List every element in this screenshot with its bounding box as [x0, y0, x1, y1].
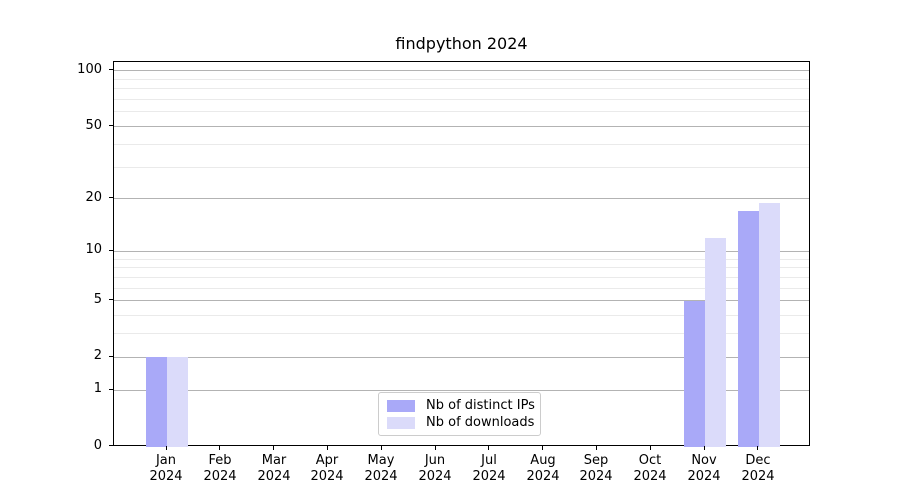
legend-item-distinct-ips: Nb of distinct IPs — [387, 398, 535, 413]
bar-distinct-ips — [737, 211, 759, 447]
y-tick-mark — [109, 445, 113, 446]
y-tick-mark — [109, 299, 113, 300]
bar-distinct-ips — [684, 300, 705, 447]
y-tick-label: 50 — [85, 118, 102, 133]
bar-distinct-ips — [146, 357, 167, 447]
minor-gridline — [114, 267, 809, 268]
x-tick-label-line: Dec — [745, 453, 771, 468]
x-tick-mark — [219, 446, 220, 450]
minor-gridline — [114, 79, 809, 80]
major-gridline — [114, 300, 809, 301]
x-tick-label: Mar 2024 — [244, 453, 304, 485]
legend-label-distinct-ips: Nb of distinct IPs — [426, 398, 535, 413]
x-tick-mark — [273, 446, 274, 450]
x-tick-mark — [327, 446, 328, 450]
y-tick-label: 10 — [85, 242, 102, 257]
x-tick-label-line: Sep — [583, 453, 609, 468]
x-tick-label-line: Jun — [424, 453, 446, 468]
x-tick-mark — [704, 446, 705, 450]
x-tick-label-line: 2024 — [633, 469, 667, 484]
chart-title: findpython 2024 — [395, 34, 528, 53]
minor-gridline — [114, 259, 809, 260]
y-tick-mark — [109, 389, 113, 390]
minor-gridline — [114, 111, 809, 112]
x-tick-label-line: 2024 — [418, 469, 452, 484]
y-tick-mark — [109, 197, 113, 198]
y-tick-label: 100 — [77, 62, 102, 77]
x-tick-label-line: 2024 — [472, 469, 506, 484]
minor-gridline — [114, 88, 809, 89]
minor-gridline — [114, 333, 809, 334]
x-tick-label: Dec 2024 — [728, 453, 788, 485]
x-tick-label: Oct 2024 — [620, 453, 680, 485]
x-tick-label-line: Jul — [481, 453, 497, 468]
y-tick-label: 5 — [93, 292, 102, 307]
y-tick-mark — [109, 356, 113, 357]
x-tick-label-line: 2024 — [257, 469, 291, 484]
y-tick-label: 2 — [93, 348, 102, 363]
x-tick-label-line: 2024 — [149, 469, 183, 484]
x-tick-label-line: 2024 — [310, 469, 344, 484]
x-tick-label: Jun 2024 — [405, 453, 465, 485]
legend-swatch-downloads — [387, 416, 415, 429]
x-tick-label-line: Jan — [155, 453, 177, 468]
x-tick-label: Sep 2024 — [566, 453, 626, 485]
plot-area — [113, 61, 810, 447]
x-tick-label-line: 2024 — [741, 469, 775, 484]
x-tick-label: Jul 2024 — [459, 453, 519, 485]
x-tick-mark — [435, 446, 436, 450]
x-tick-label-line: 2024 — [364, 469, 398, 484]
minor-gridline — [114, 288, 809, 289]
x-tick-label-line: Apr — [315, 453, 339, 468]
bar-downloads — [705, 237, 726, 447]
x-tick-label-line: Feb — [208, 453, 232, 468]
x-tick-mark — [542, 446, 543, 450]
minor-gridline — [114, 99, 809, 100]
bar-downloads — [758, 202, 780, 447]
x-tick-label-line: 2024 — [203, 469, 237, 484]
x-tick-mark — [488, 446, 489, 450]
major-gridline — [114, 70, 809, 71]
x-tick-label: Aug 2024 — [513, 453, 573, 485]
y-tick-mark — [109, 250, 113, 251]
y-tick-mark — [109, 125, 113, 126]
legend: Nb of distinct IPs Nb of downloads — [378, 392, 541, 436]
x-tick-mark — [757, 446, 758, 450]
minor-gridline — [114, 277, 809, 278]
x-tick-label-line: Oct — [638, 453, 662, 468]
x-tick-label: Feb 2024 — [190, 453, 250, 485]
minor-gridline — [114, 315, 809, 316]
y-tick-label: 20 — [85, 190, 102, 205]
x-tick-mark — [166, 446, 167, 450]
major-gridline — [114, 198, 809, 199]
minor-gridline — [114, 167, 809, 168]
bar-downloads — [167, 357, 188, 447]
x-tick-label-line: 2024 — [687, 469, 721, 484]
x-tick-label-line: Mar — [261, 453, 287, 468]
minor-gridline — [114, 144, 809, 145]
x-tick-label: Apr 2024 — [297, 453, 357, 485]
major-gridline — [114, 390, 809, 391]
x-tick-mark — [650, 446, 651, 450]
legend-item-downloads: Nb of downloads — [387, 415, 535, 430]
x-tick-label-line: 2024 — [526, 469, 560, 484]
y-tick-mark — [109, 69, 113, 70]
legend-swatch-distinct-ips — [387, 399, 415, 412]
major-gridline — [114, 126, 809, 127]
x-tick-label-line: 2024 — [579, 469, 613, 484]
x-tick-label: Nov 2024 — [674, 453, 734, 485]
x-tick-label: Jan 2024 — [136, 453, 196, 485]
legend-label-downloads: Nb of downloads — [426, 415, 535, 430]
x-tick-label-line: Nov — [691, 453, 717, 468]
major-gridline — [114, 251, 809, 252]
y-tick-label: 1 — [93, 381, 102, 396]
x-tick-label: May 2024 — [351, 453, 411, 485]
x-tick-mark — [596, 446, 597, 450]
y-tick-label: 0 — [93, 438, 102, 453]
x-tick-label-line: Aug — [530, 453, 556, 468]
major-gridline — [114, 357, 809, 358]
x-tick-label-line: May — [367, 453, 395, 468]
x-tick-mark — [381, 446, 382, 450]
